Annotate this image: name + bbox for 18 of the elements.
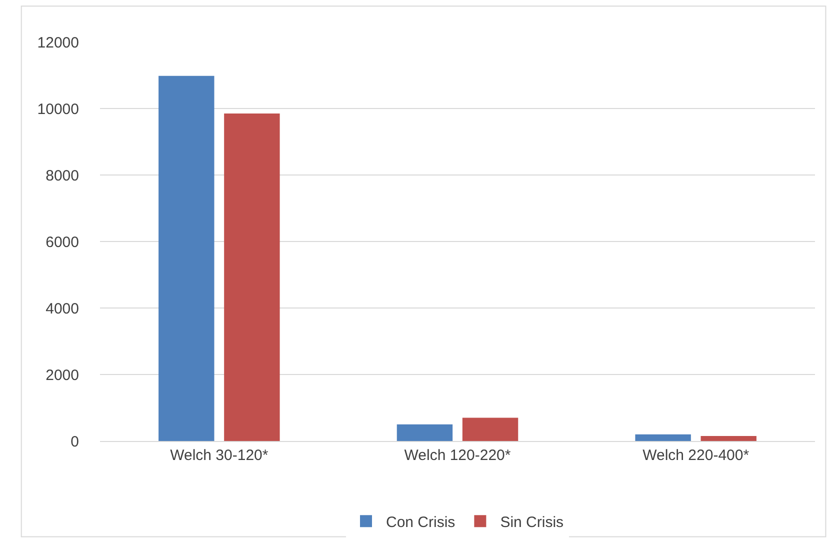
y-tick-label: 8000 [46, 167, 79, 184]
bar [158, 76, 214, 441]
x-tick-label: Welch 220-400* [642, 447, 750, 464]
bar [462, 418, 518, 441]
y-tick-label: 12000 [37, 34, 79, 52]
bar [635, 434, 691, 441]
x-tick-label: Welch 30-120* [170, 447, 268, 464]
legend-label: Sin Crisis [500, 514, 564, 531]
x-tick-label: Welch 120-220* [404, 447, 511, 464]
legend-label: Con Crisis [386, 514, 456, 531]
bar [224, 113, 280, 441]
y-tick-label: 10000 [37, 100, 79, 118]
y-tick-label: 6000 [46, 234, 79, 251]
y-tick-label: 0 [70, 433, 79, 450]
bar [700, 436, 756, 441]
y-tick-label: 4000 [46, 300, 79, 318]
bar [396, 424, 453, 441]
y-tick-label: 2000 [46, 366, 79, 384]
